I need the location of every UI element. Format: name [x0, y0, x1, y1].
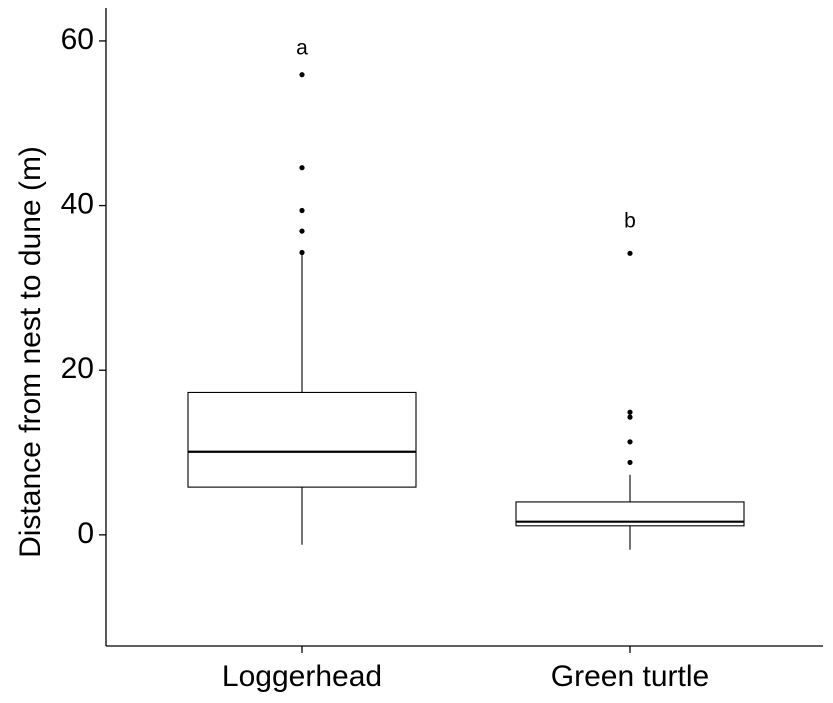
- significance-label: b: [624, 210, 636, 233]
- outlier-point: [299, 249, 305, 256]
- outlier-point: [299, 72, 305, 78]
- outlier-point: [627, 439, 633, 445]
- outlier-point: [627, 459, 633, 466]
- outlier-point: [299, 228, 305, 234]
- outlier-point: [627, 250, 633, 256]
- x-tick-label: Loggerhead: [222, 660, 382, 693]
- y-tick-label: 40: [61, 187, 94, 220]
- y-tick-label: 60: [61, 23, 94, 56]
- significance-label: a: [296, 37, 308, 60]
- outlier-point: [299, 165, 305, 171]
- y-axis-title: Distance from nest to dune (m): [14, 146, 47, 558]
- outlier-point: [299, 207, 305, 214]
- x-axis-ticks: Loggerhead Green turtle: [222, 646, 709, 693]
- y-tick-label: 0: [77, 517, 94, 550]
- box-series: ab: [187, 37, 745, 550]
- y-tick-label: 20: [61, 352, 94, 385]
- outlier-point: [627, 414, 633, 420]
- x-tick-label: Green turtle: [551, 660, 709, 693]
- interquartile-box: [187, 391, 417, 488]
- box-group: a: [187, 37, 417, 545]
- interquartile-box: [515, 501, 745, 527]
- box-group: b: [515, 210, 745, 550]
- outlier-point: [627, 409, 633, 415]
- y-axis-ticks: 0 20 40 60: [61, 23, 106, 550]
